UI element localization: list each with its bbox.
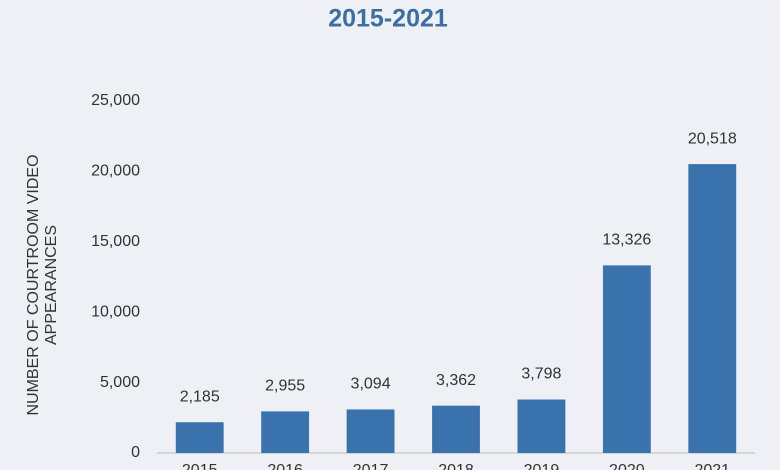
x-tick-label: 2018 xyxy=(438,462,474,470)
bar xyxy=(602,265,651,453)
x-tick-label: 2015 xyxy=(182,462,218,470)
value-label: 20,518 xyxy=(688,130,737,147)
bar xyxy=(517,399,566,453)
bar xyxy=(688,164,737,453)
x-tick-label: 2019 xyxy=(524,462,560,470)
x-tick-label: 2017 xyxy=(353,462,389,470)
y-tick-label: 20,000 xyxy=(91,163,140,180)
y-tick-label: 10,000 xyxy=(91,303,140,320)
y-tick-label: 5,000 xyxy=(100,374,140,391)
value-label: 3,094 xyxy=(351,376,391,393)
y-tick-label: 0 xyxy=(131,444,140,461)
y-axis-title-line: NUMBER OF COURTROOM VIDEO xyxy=(25,154,42,415)
x-tick-label: 2020 xyxy=(609,462,645,470)
bar xyxy=(175,422,224,453)
bar xyxy=(261,411,310,453)
y-tick-label: 15,000 xyxy=(91,233,140,250)
x-tick-label: 2021 xyxy=(694,462,730,470)
value-label: 2,955 xyxy=(265,378,305,395)
value-label: 13,326 xyxy=(602,232,651,249)
y-axis-title-line: APPEARANCES xyxy=(43,225,60,345)
x-tick-label: 2016 xyxy=(267,462,303,470)
chart-title: 2015-2021 xyxy=(328,5,448,33)
value-label: 2,185 xyxy=(180,388,220,405)
value-label: 3,798 xyxy=(521,366,561,383)
bar xyxy=(346,409,395,453)
y-axis-title: NUMBER OF COURTROOM VIDEO APPEARANCES xyxy=(25,154,60,415)
value-label: 3,362 xyxy=(436,372,476,389)
bar xyxy=(432,405,480,453)
y-tick-label: 25,000 xyxy=(91,92,140,109)
